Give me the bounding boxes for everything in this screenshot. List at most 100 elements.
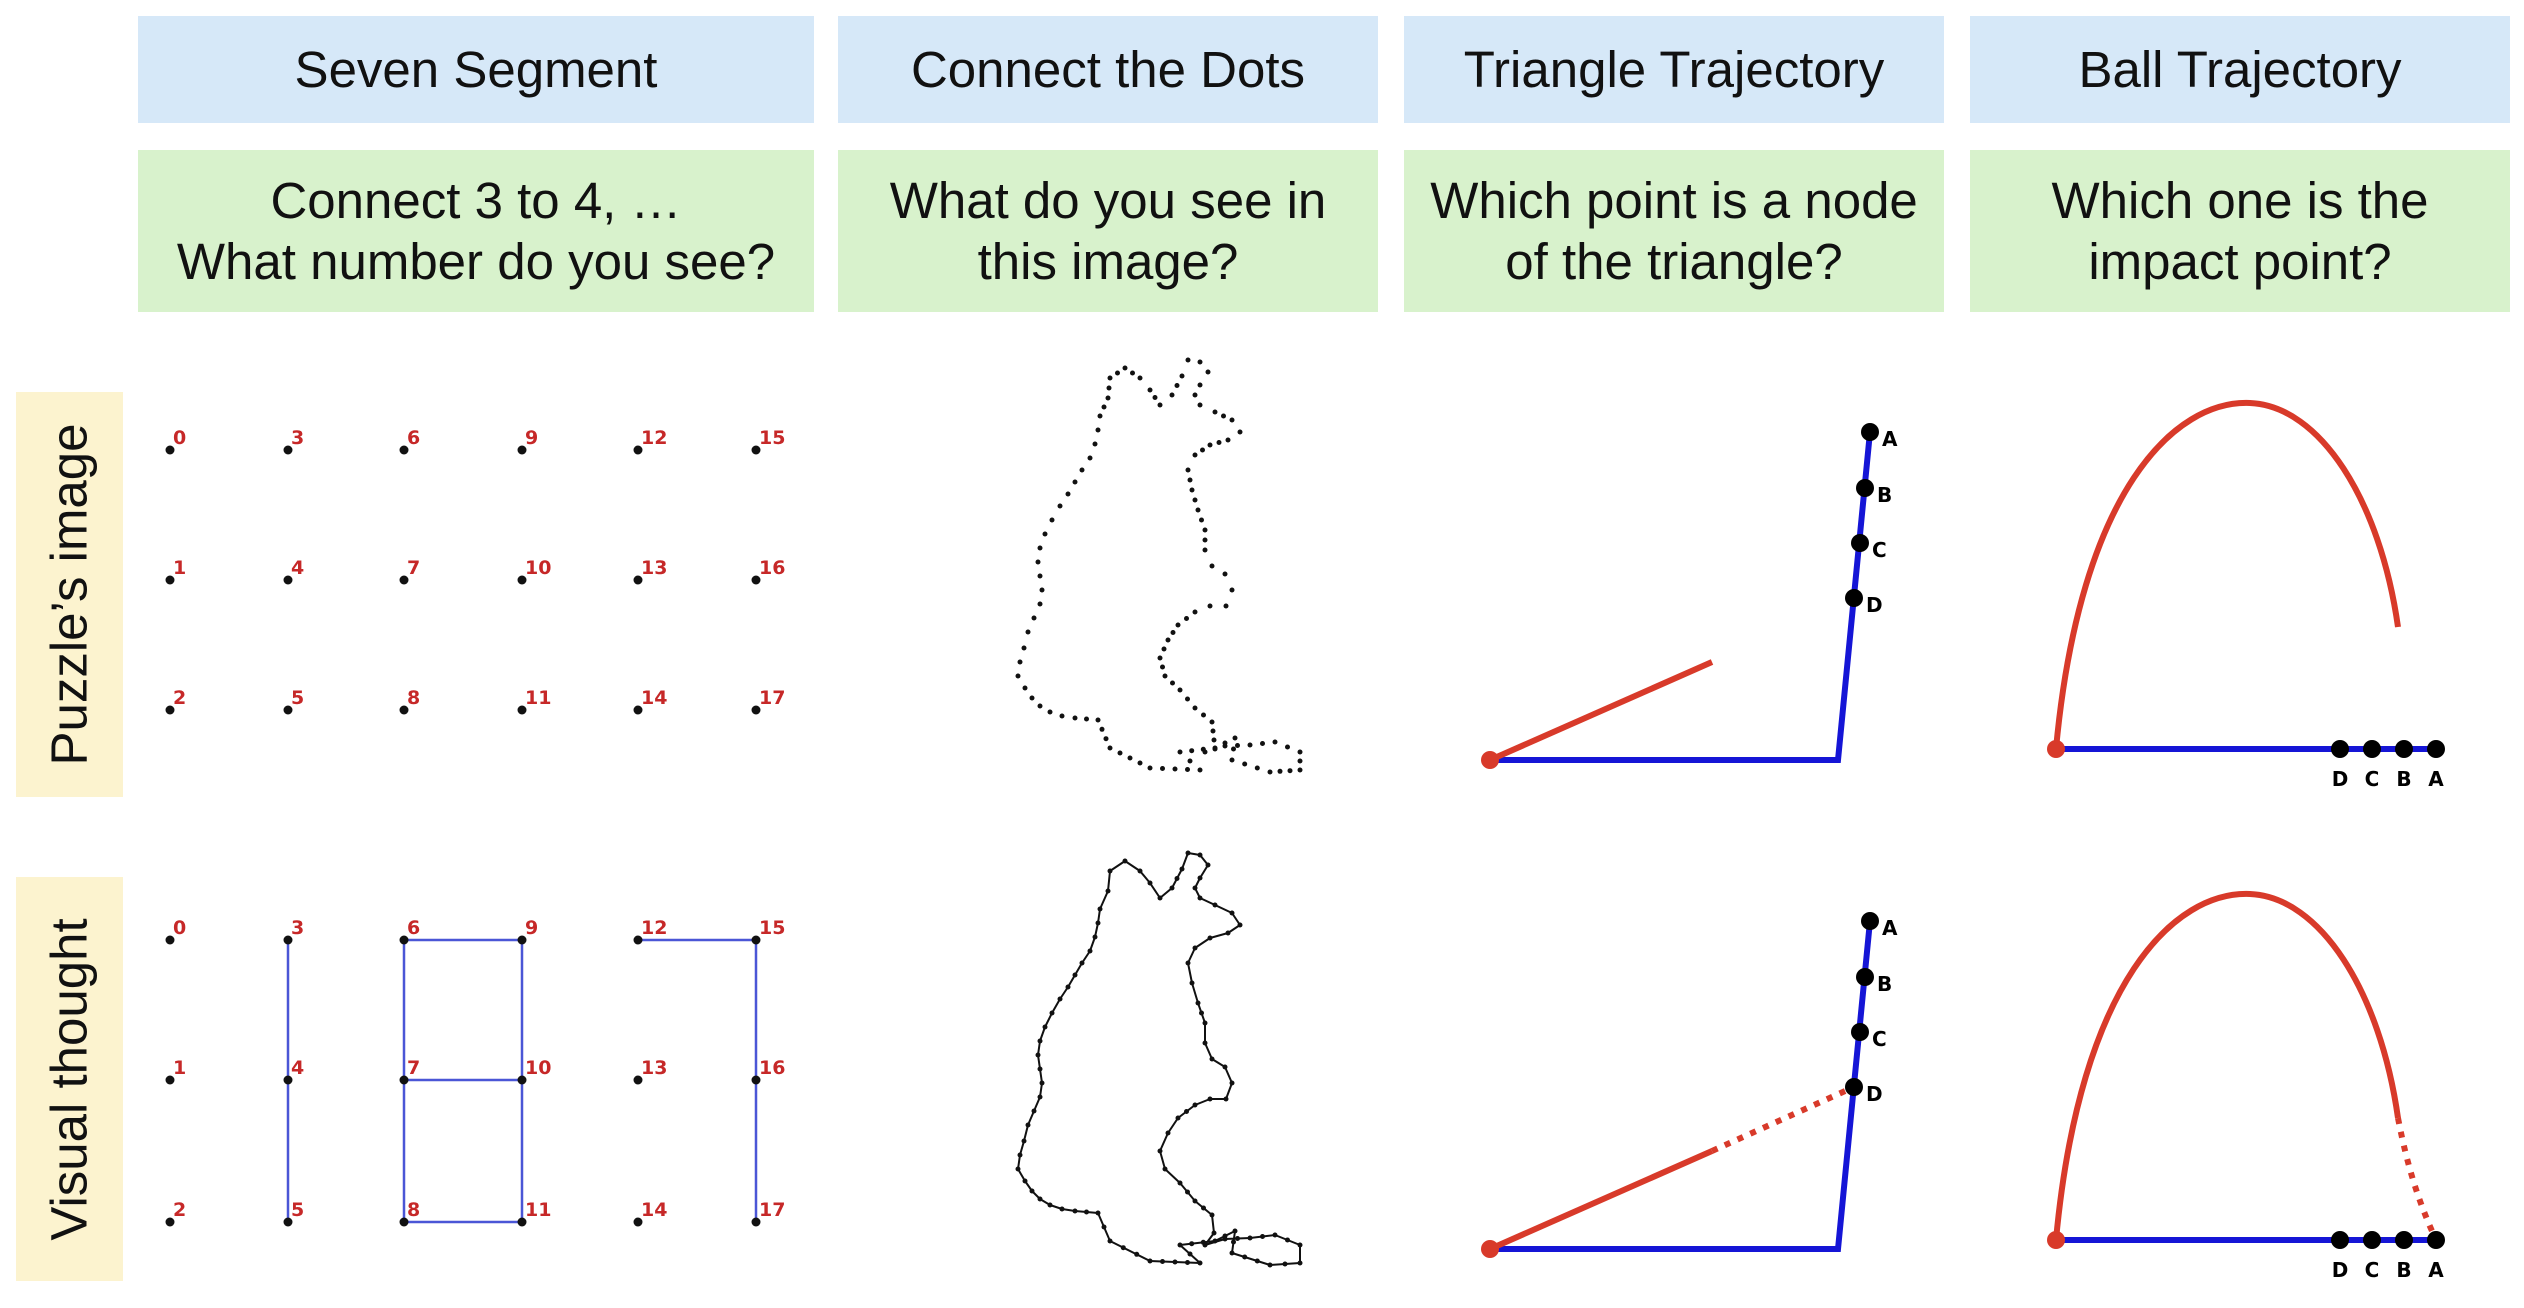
point-d (2331, 1231, 2349, 1249)
column-header-triangle-trajectory: Triangle Trajectory (1404, 16, 1944, 123)
outline-dot (1242, 1254, 1248, 1260)
outline-dot (1287, 768, 1293, 774)
outline-dot (1029, 1188, 1035, 1194)
outline-dot (1202, 527, 1208, 533)
outline-dot (1039, 1080, 1045, 1086)
point-c (2363, 740, 2381, 758)
outline-dot (1107, 1238, 1113, 1244)
dot-number: 15 (759, 917, 785, 939)
outline-dot (1187, 1251, 1193, 1257)
outline-dot (1199, 1010, 1204, 1016)
outline-dot (1184, 1109, 1189, 1114)
outline-dot (1207, 442, 1213, 448)
point-label: D (2332, 1258, 2349, 1282)
point-label: C (2365, 1258, 2380, 1282)
grid-dot (283, 575, 293, 585)
outline-dot (1087, 948, 1093, 954)
dot-number: 7 (407, 557, 420, 579)
outline-dot (1130, 370, 1135, 376)
point-a (1861, 912, 1879, 930)
dot-number: 10 (525, 557, 551, 579)
outline-dot (1202, 547, 1208, 553)
outline-dot (1267, 1262, 1273, 1268)
outline-dot (1072, 972, 1078, 978)
outline-dot (1037, 1066, 1043, 1072)
trajectory-red-segment (1488, 659, 1714, 763)
outline-dot (1017, 659, 1023, 665)
outline-dot (1267, 769, 1273, 775)
grid-dot (517, 935, 527, 945)
grid-dot (517, 1217, 527, 1227)
outline-dot (1185, 467, 1191, 473)
outline-dot (1185, 357, 1191, 363)
dot-number: 14 (641, 687, 667, 709)
outline-dot (1205, 369, 1211, 375)
outline-dot (1216, 440, 1222, 445)
outline-dot (1197, 852, 1203, 858)
outline-dot (1179, 373, 1185, 379)
grid-dot (399, 445, 409, 455)
dot-number: 2 (173, 1199, 186, 1221)
outline-dot (1185, 767, 1190, 772)
outline-dot (1022, 685, 1028, 691)
point-c (1851, 1023, 1869, 1041)
outline-dot (1200, 447, 1205, 453)
grid-dot (517, 1075, 527, 1085)
question-ball-trajectory: Which one is the impact point? (1970, 150, 2510, 312)
outline-dot (1195, 507, 1201, 513)
start-point (2047, 1231, 2065, 1249)
grid-dot (751, 1075, 761, 1085)
outline-dot (1272, 739, 1278, 745)
dot-number: 6 (407, 917, 420, 939)
outline-dot (1232, 1228, 1238, 1234)
outline-dot (1172, 1259, 1178, 1265)
outline-dot (1057, 503, 1063, 509)
outline-dot (1202, 537, 1208, 543)
outline-dot (1209, 719, 1215, 725)
triangle-blue-path (1490, 920, 1873, 1252)
outline-dot (1185, 960, 1191, 966)
outline-dot (1015, 1166, 1021, 1172)
outline-dot (1187, 477, 1193, 483)
outline-dot (1254, 1258, 1260, 1264)
outline-dot (1202, 1040, 1208, 1046)
question-line: Which one is the (2051, 172, 2429, 229)
question-triangle-trajectory: Which point is a node of the triangle? (1404, 150, 1944, 312)
trajectory-red-segment (1488, 1148, 1714, 1252)
dot-number: 1 (173, 1057, 186, 1079)
outline-dot (1221, 413, 1226, 419)
point-c (2363, 1231, 2381, 1249)
outline-dot (1247, 742, 1253, 748)
outline-dot (1042, 1024, 1048, 1030)
dot-number: 9 (525, 427, 538, 449)
outline-dot (1192, 497, 1198, 503)
grid-dot (399, 1075, 409, 1085)
outline-dot (1192, 609, 1198, 615)
outline-dot (1272, 1232, 1278, 1238)
outline-dot (1165, 1130, 1171, 1136)
grid-dot (165, 445, 175, 455)
column-header-seven-segment: Seven Segment (138, 16, 814, 123)
grid-dot (633, 705, 643, 715)
grid-dot (165, 935, 175, 945)
outline-dot (1106, 385, 1112, 391)
outline-dot (1192, 705, 1198, 711)
outline-dot (1107, 868, 1113, 874)
outline-dot (1210, 728, 1216, 734)
outline-dot (1197, 1260, 1203, 1266)
outline-dot (1229, 910, 1235, 916)
point-d (1845, 1078, 1863, 1096)
outline-dot (1025, 629, 1031, 635)
outline-dot (1207, 1096, 1213, 1102)
outline-dot (1222, 1236, 1228, 1242)
question-line: Connect 3 to 4, … (270, 172, 682, 229)
outline-dot (1229, 417, 1235, 423)
question-seven-segment: Connect 3 to 4, … What number do you see… (138, 150, 814, 312)
start-point (2047, 740, 2065, 758)
ball-arc-extension-dotted (2395, 1117, 2439, 1242)
outline-dot (1037, 703, 1043, 709)
grid-dot (283, 1217, 293, 1227)
point-d (1845, 589, 1863, 607)
